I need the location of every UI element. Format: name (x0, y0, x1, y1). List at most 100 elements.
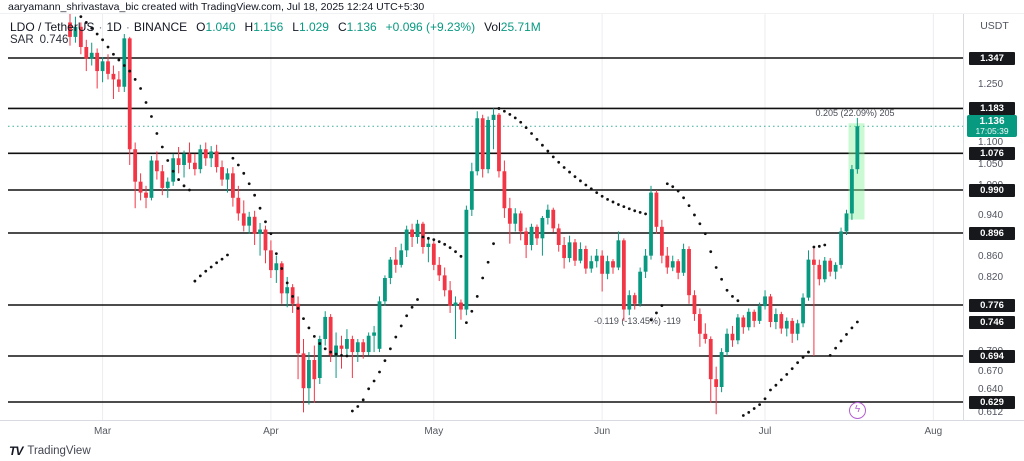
sar-dot (741, 414, 745, 417)
candle-body (681, 249, 686, 273)
candle-body (795, 323, 800, 334)
symbol-header: LDO / TetherUS · 1D · BINANCE O1.040 H1.156 L1.… (10, 20, 541, 34)
sar-dot (378, 370, 381, 374)
sar-dot (160, 145, 164, 149)
sar-dot (166, 159, 170, 162)
sar-dot (698, 222, 702, 226)
candle-body (556, 228, 561, 245)
sar-dot (323, 347, 327, 351)
tradingview-logo[interactable]: TV TradingView (9, 444, 91, 458)
high-label: H (244, 20, 254, 34)
price-tick-label: 0.640 (978, 384, 1004, 395)
candle-body (431, 243, 436, 265)
time-axis-label: May (424, 426, 444, 437)
candle-body (638, 271, 643, 304)
candle-body (68, 22, 72, 37)
candle-body (562, 245, 567, 259)
sar-dot (106, 45, 110, 49)
measure-up-label: 0.205 (22.09%) 205 (815, 108, 895, 118)
sar-dot (524, 126, 528, 130)
candle-body (116, 79, 121, 87)
candle-body (817, 264, 822, 280)
sar-dot (182, 184, 186, 188)
sar-dot (269, 232, 273, 236)
sar-dot (101, 38, 104, 42)
flash-publish-icon[interactable]: ϟ (849, 402, 866, 419)
sar-dot (665, 182, 669, 186)
candle-body (486, 120, 491, 170)
candle-body (708, 339, 713, 380)
price-tick-label: 0.940 (978, 210, 1004, 221)
price-tick-label: 0.860 (978, 251, 1004, 262)
candle-body (828, 260, 833, 272)
sar-dot (530, 132, 533, 135)
sar-dot (215, 261, 219, 265)
sar-dot (155, 132, 159, 135)
sar-dot (709, 250, 713, 254)
candle-body (388, 259, 393, 278)
candle-body (106, 61, 110, 74)
sar-dot (177, 178, 181, 181)
candle-body (421, 223, 425, 247)
time-axis[interactable]: Mar Apr May Jun Jul Aug (0, 420, 1024, 442)
candle-body (540, 217, 545, 239)
sar-dot (274, 252, 278, 256)
price-level-badge: 0.629 (969, 395, 1015, 409)
candle-body (393, 259, 398, 265)
symbol-title[interactable]: LDO / TetherUS (10, 20, 95, 34)
sar-dot (302, 317, 305, 320)
sar-dot (655, 311, 658, 315)
sar-dot (839, 339, 843, 343)
candle-body (258, 229, 262, 234)
sar-dot (779, 378, 783, 382)
price-tick-label: 1.100 (978, 136, 1004, 148)
sar-dot (394, 335, 398, 339)
sar-dot (188, 188, 191, 192)
indicator-name[interactable]: SAR (10, 34, 34, 46)
candle-body (763, 296, 767, 307)
sar-dot (606, 197, 609, 201)
sar-dot (193, 279, 197, 283)
open-label: O (196, 20, 206, 34)
candle-body (730, 333, 735, 341)
candle-body (632, 295, 637, 304)
sar-dot (426, 236, 430, 240)
price-axis[interactable]: USDT 1.136 17:05:39 1.2501.1501.1001.050… (963, 14, 1024, 420)
candle-body (307, 360, 311, 389)
candle-body (692, 295, 697, 315)
tradingview-logo-icon: TV (9, 444, 23, 458)
sar-dot (687, 204, 691, 208)
candle-body (122, 38, 127, 87)
candle-body (339, 345, 344, 349)
candle-body (317, 339, 322, 378)
sar-dot (144, 101, 148, 104)
candle-body (78, 26, 83, 48)
sar-dot (139, 87, 142, 90)
candle-body (850, 169, 854, 214)
sar-dot (568, 170, 571, 174)
candle-body (383, 278, 387, 302)
sar-dot (443, 242, 447, 246)
candle-body (491, 114, 496, 120)
close-label: C (337, 20, 347, 34)
sar-dot (204, 269, 208, 273)
time-axis-label: Apr (263, 426, 279, 437)
candle-body (144, 192, 148, 198)
candle-body (372, 332, 376, 336)
candle-body (247, 216, 252, 226)
candle-body (399, 250, 404, 265)
candle-body (752, 311, 757, 321)
sar-dot (459, 254, 463, 258)
candle-body (703, 333, 708, 339)
candle-body (220, 167, 224, 180)
sar-dot (226, 253, 229, 257)
sar-dot (693, 213, 696, 217)
sar-dot (763, 397, 767, 401)
interval-label[interactable]: 1D (106, 20, 122, 34)
sar-dot (399, 324, 403, 328)
candle-body (133, 149, 138, 182)
sar-dot (519, 120, 523, 124)
candle-body (535, 226, 539, 239)
candle-body (274, 263, 279, 271)
